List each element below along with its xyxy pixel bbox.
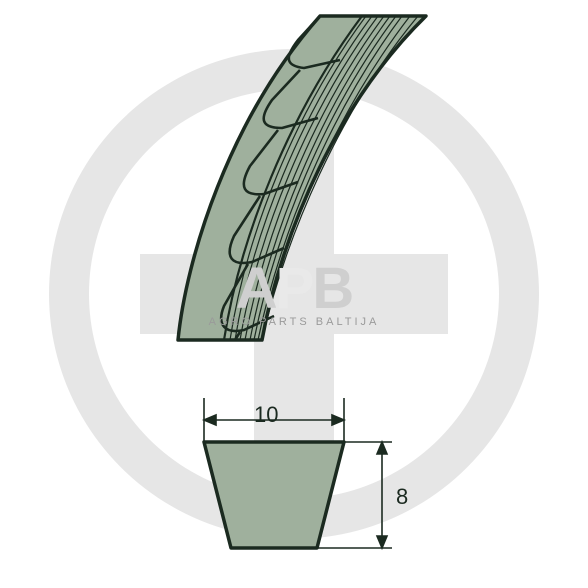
height-dimension-label: 8	[396, 484, 408, 510]
width-dimension-label: 10	[252, 402, 280, 428]
cross-section-diagram	[0, 0, 588, 588]
